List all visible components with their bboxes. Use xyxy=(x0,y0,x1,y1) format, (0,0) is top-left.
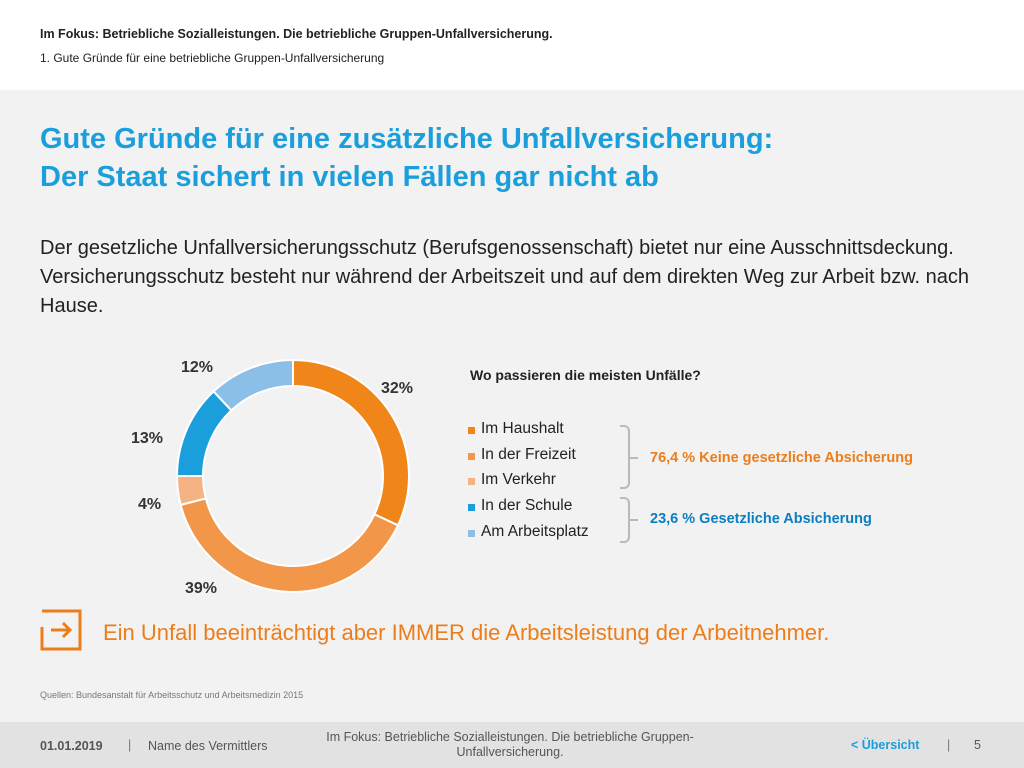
slice-label-in-der-freizeit: 39% xyxy=(185,580,218,597)
group-brace-no-coverage xyxy=(620,425,630,489)
legend-label: Am Arbeitsplatz xyxy=(481,523,589,540)
chart-title: Wo passieren die meisten Unfälle? xyxy=(470,367,701,383)
overview-link[interactable]: < Übersicht xyxy=(851,738,920,752)
arrow-right-icon xyxy=(40,609,82,651)
donut-slice-am-arbeitsplatz xyxy=(212,358,294,412)
source-note: Quellen: Bundesanstalt für Arbeitsschutz… xyxy=(40,690,304,700)
page-title-line-1: Gute Gründe für eine zusätzliche Unfallv… xyxy=(40,123,774,155)
intro-paragraph: Der gesetzliche Unfallversicherungsschut… xyxy=(40,237,970,317)
group-brace-tick xyxy=(630,457,638,459)
donut-slice-in-der-freizeit xyxy=(179,497,400,593)
group-brace-coverage xyxy=(620,497,630,543)
page-title: Gute Gründe für eine zusätzliche Unfallv… xyxy=(40,120,1000,196)
group-brace-tick xyxy=(630,519,638,521)
legend-label: Im Haushalt xyxy=(481,420,564,437)
group-note-no-coverage: 76,4 % Keine gesetzliche Absicherung xyxy=(650,450,913,466)
footer-document-title: Im Fokus: Betriebliche Sozialleistungen.… xyxy=(290,730,730,760)
slice-label-im-haushalt: 32% xyxy=(381,380,414,397)
slice-label-am-arbeitsplatz: 12% xyxy=(181,359,214,376)
footer-separator: | xyxy=(128,738,132,752)
footer-bar: 01.01.2019 | Name des Vermittlers Im Fok… xyxy=(0,722,1024,768)
slice-label-im-verkehr: 4% xyxy=(138,496,162,513)
legend-swatch xyxy=(468,453,475,460)
footer-document-title-line-1: Im Fokus: Betriebliche Sozialleistungen.… xyxy=(326,730,694,744)
donut-slice-in-der-schule xyxy=(175,390,233,477)
slice-label-in-der-schule: 13% xyxy=(131,430,164,447)
legend-swatch xyxy=(468,504,475,511)
group-note-coverage: 23,6 % Gesetzliche Absicherung xyxy=(650,511,872,527)
page-number: 5 xyxy=(974,738,981,752)
header-subtitle: 1. Gute Gründe für eine betriebliche Gru… xyxy=(40,51,385,65)
header-title: Im Fokus: Betriebliche Sozialleistungen.… xyxy=(40,27,553,41)
footer-date: 01.01.2019 xyxy=(40,739,103,753)
footer-separator: | xyxy=(947,738,951,752)
page-title-line-2: Der Staat sichert in vielen Fällen gar n… xyxy=(40,161,659,193)
legend-swatch xyxy=(468,478,475,485)
legend-label: Im Verkehr xyxy=(481,471,556,488)
footer-document-title-line-2: Unfallversicherung. xyxy=(456,745,564,759)
legend-label: In der Schule xyxy=(481,497,573,514)
legend-swatch xyxy=(468,530,475,537)
header-bar: Im Fokus: Betriebliche Sozialleistungen.… xyxy=(0,0,1024,90)
footer-agent-name: Name des Vermittlers xyxy=(148,739,268,753)
donut-slice-im-verkehr xyxy=(175,475,208,507)
accident-location-donut-chart xyxy=(175,358,410,593)
legend-label: In der Freizeit xyxy=(481,446,576,463)
callout-text: Ein Unfall beeinträchtigt aber IMMER die… xyxy=(103,620,830,645)
legend-swatch xyxy=(468,427,475,434)
